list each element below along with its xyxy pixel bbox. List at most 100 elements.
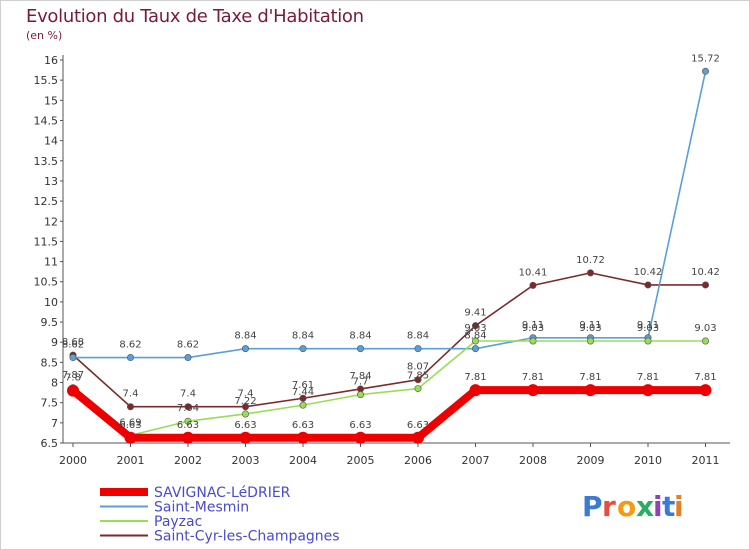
data-label: 8.84 [464,331,486,342]
data-label: 9.03 [464,323,486,334]
data-point [356,391,364,399]
data-point [414,345,422,353]
y-tick-label: 15.5 [34,74,59,87]
y-tick-label: 12 [44,215,58,228]
data-label: 7.85 [407,371,429,382]
y-tick-label: 9 [51,336,58,349]
data-label: 7.61 [292,380,314,391]
data-point [529,281,537,289]
logo-letter: i [674,490,684,523]
data-point [184,403,192,411]
series-layer [67,67,712,444]
data-label: 8.62 [119,340,141,351]
data-label: 8.84 [234,331,256,342]
data-label: 10.72 [576,255,605,266]
data-point [242,410,250,418]
data-label: 8.84 [292,331,314,342]
data-label: 9.41 [464,308,486,319]
chart-title: Evolution du Taux de Taxe d'Habitation [26,6,364,27]
y-tick-label: 14 [44,135,58,148]
y-tick-label: 12.5 [34,195,59,208]
data-point [699,384,712,397]
data-label: 6.63 [234,420,256,431]
x-tick-label: 2005 [347,454,375,467]
series-line-0 [69,386,710,442]
data-point [184,417,192,425]
logo-letter: o [617,490,636,523]
data-label: 8.07 [407,362,429,373]
x-tick-label: 2011 [692,454,720,467]
y-tick-label: 16 [44,54,58,67]
data-label: 8.68 [62,337,84,348]
data-label: 9.03 [522,323,544,334]
y-axis-unit-label: (en %) [26,29,63,42]
legend-label: Saint-Mesmin [154,500,249,516]
data-label: 7.84 [349,371,371,382]
y-tick-label: 13.5 [34,155,59,168]
series-line-3 [72,272,707,408]
data-label: 15.72 [691,53,720,64]
series-line-2 [72,340,707,437]
y-tick-label: 7.5 [41,397,59,410]
data-point [356,345,364,353]
y-tick-label: 6.5 [41,437,59,450]
y-tick-label: 9.5 [41,316,59,329]
data-label: 6.63 [407,420,429,431]
data-label: 7.87 [62,370,84,381]
data-label: 9.03 [579,323,601,334]
data-point [242,345,250,353]
data-label: 8.62 [177,340,199,351]
y-tick-label: 14.5 [34,114,59,127]
y-tick-label: 7 [51,417,58,430]
data-point [67,384,79,397]
data-label: 9.11 [637,320,659,331]
legend-label: Saint-Cyr-les-Champagnes [154,529,340,545]
data-point [412,431,424,444]
data-point [701,337,709,345]
y-tick-label: 13 [44,175,58,188]
x-tick-label: 2001 [117,454,145,467]
data-label: 7.81 [694,372,716,383]
data-point [642,384,654,397]
data-label: 6.63 [349,420,371,431]
y-tick-label: 10 [44,296,58,309]
data-label: 6.63 [119,420,141,431]
data-point [471,322,479,330]
y-tick-label: 8 [51,377,58,390]
data-point [527,384,539,397]
data-point [184,354,192,362]
data-label: 7.44 [292,387,314,398]
data-point [299,394,307,402]
legend-label: SAVIGNAC-LéDRIER [154,485,291,501]
data-point [239,431,252,444]
data-point [584,384,597,397]
data-label: 7.81 [464,372,486,383]
data-label: 9.11 [522,320,544,331]
data-point [529,337,537,345]
x-tick-label: 2007 [462,454,490,467]
logo-letter: t [662,490,675,523]
data-label: 9.03 [694,323,716,334]
data-label: 7.4 [238,389,254,400]
data-label: 10.41 [519,267,548,278]
data-point [69,354,77,362]
data-point [127,354,135,362]
y-tick-label: 11.5 [34,235,59,248]
y-tick-label: 15 [44,94,58,107]
data-label: 7.4 [123,389,139,400]
data-point [182,431,194,444]
data-point [124,431,137,444]
data-point [127,403,135,411]
series-line-1 [72,70,707,359]
data-label: 7.81 [522,372,544,383]
data-label: 7.81 [579,372,601,383]
y-tick-label: 8.5 [41,356,59,369]
logo-letter: x [636,490,654,523]
data-label: 8.84 [349,331,371,342]
data-point [701,281,709,289]
data-label: 9.03 [637,323,659,334]
y-tick-label: 10.5 [34,276,59,289]
